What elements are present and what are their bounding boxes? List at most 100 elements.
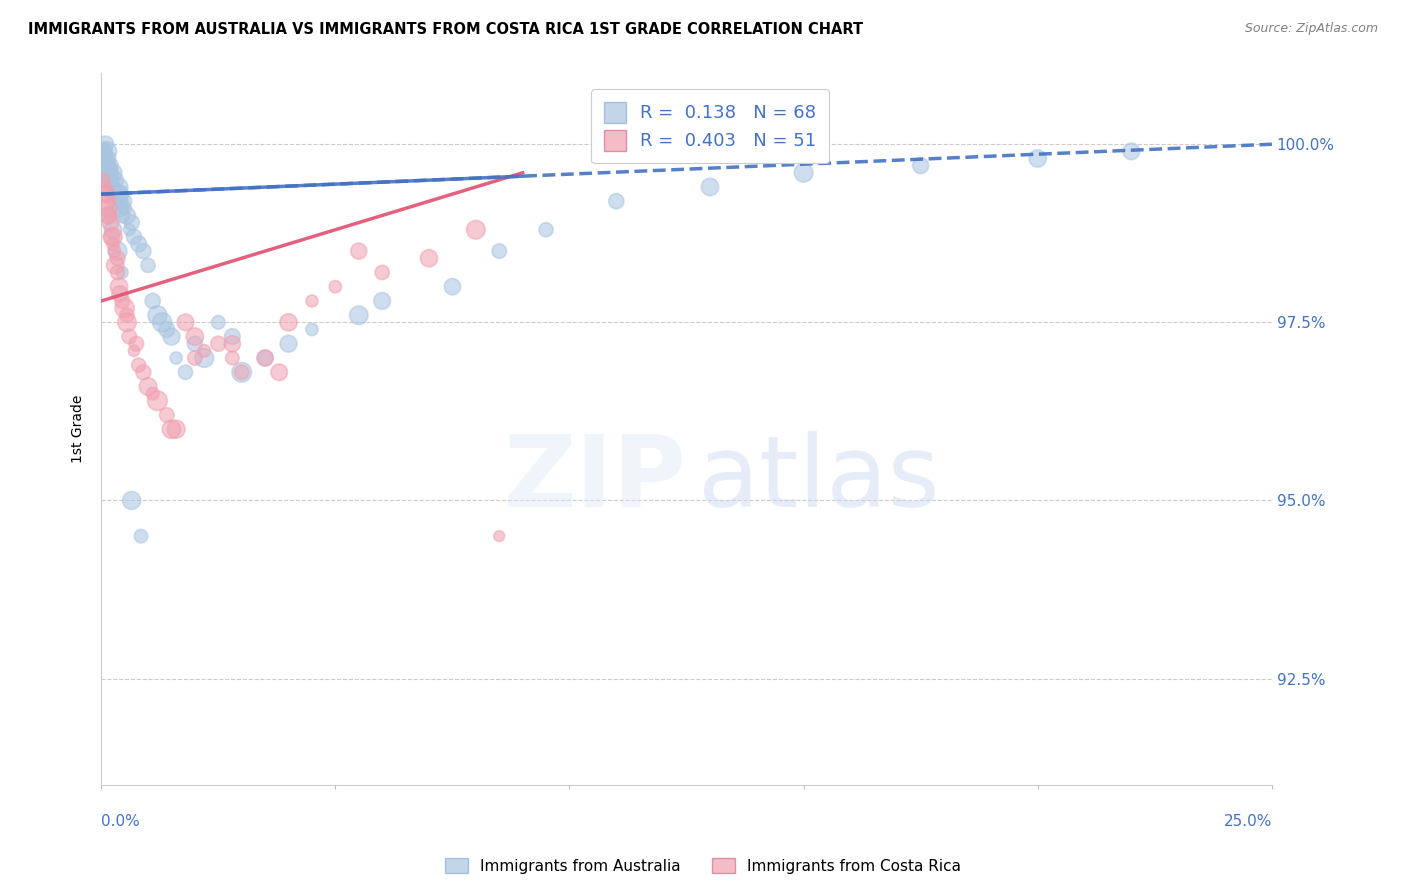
Point	[93, 145, 115, 159]
Point	[793, 166, 815, 180]
Point	[488, 529, 510, 543]
Text: IMMIGRANTS FROM AUSTRALIA VS IMMIGRANTS FROM COSTA RICA 1ST GRADE CORRELATION CH: IMMIGRANTS FROM AUSTRALIA VS IMMIGRANTS …	[28, 22, 863, 37]
Point	[441, 279, 464, 293]
Point	[98, 209, 121, 223]
Point	[132, 365, 155, 379]
Point	[160, 329, 183, 343]
Point	[231, 365, 253, 379]
Point	[94, 194, 117, 209]
Point	[100, 159, 122, 173]
Point	[108, 286, 131, 301]
Point	[101, 230, 124, 244]
Text: 25.0%: 25.0%	[1223, 814, 1272, 829]
Point	[534, 223, 557, 237]
Point	[97, 159, 120, 173]
Point	[150, 315, 173, 329]
Point	[93, 173, 115, 187]
Point	[128, 237, 150, 252]
Point	[107, 265, 129, 279]
Point	[193, 343, 215, 358]
Point	[97, 209, 120, 223]
Point	[118, 223, 141, 237]
Point	[122, 343, 145, 358]
Point	[325, 279, 347, 293]
Point	[347, 244, 370, 259]
Text: 0.0%: 0.0%	[101, 814, 141, 829]
Point	[94, 137, 117, 152]
Point	[136, 379, 159, 393]
Point	[101, 237, 124, 252]
Point	[114, 194, 136, 209]
Point	[111, 265, 134, 279]
Point	[699, 180, 721, 194]
Point	[103, 244, 125, 259]
Point	[104, 173, 127, 187]
Point	[94, 152, 117, 166]
Point	[107, 251, 129, 265]
Point	[104, 187, 127, 202]
Text: atlas: atlas	[699, 431, 939, 527]
Y-axis label: 1st Grade: 1st Grade	[72, 395, 86, 464]
Point	[101, 187, 124, 202]
Point	[231, 365, 253, 379]
Point	[174, 315, 197, 329]
Point	[132, 244, 155, 259]
Point	[301, 293, 323, 308]
Point	[98, 166, 121, 180]
Point	[97, 152, 120, 166]
Point	[94, 159, 117, 173]
Point	[105, 194, 128, 209]
Point	[184, 329, 207, 343]
Point	[97, 202, 120, 216]
Point	[277, 336, 299, 351]
Point	[111, 209, 134, 223]
Point	[184, 336, 207, 351]
Point	[96, 187, 118, 202]
Point	[156, 322, 179, 336]
Point	[174, 365, 197, 379]
Point	[96, 145, 118, 159]
Point	[207, 315, 229, 329]
Point	[301, 322, 323, 336]
Point	[418, 251, 440, 265]
Point	[277, 315, 299, 329]
Point	[103, 180, 125, 194]
Point	[93, 187, 115, 202]
Point	[100, 173, 122, 187]
Point	[125, 336, 148, 351]
Point	[108, 279, 131, 293]
Point	[114, 301, 136, 315]
Point	[207, 336, 229, 351]
Point	[160, 422, 183, 436]
Point	[97, 173, 120, 187]
Text: ZIP: ZIP	[503, 431, 686, 527]
Point	[100, 180, 122, 194]
Point	[254, 351, 277, 365]
Point	[269, 365, 291, 379]
Point	[94, 180, 117, 194]
Point	[146, 308, 169, 322]
Point	[371, 293, 394, 308]
Point	[115, 315, 138, 329]
Point	[1026, 152, 1049, 166]
Point	[165, 422, 187, 436]
Point	[142, 386, 165, 401]
Point	[114, 202, 136, 216]
Point	[94, 145, 117, 159]
Point	[97, 209, 120, 223]
Point	[156, 408, 179, 422]
Point	[108, 202, 131, 216]
Point	[136, 258, 159, 272]
Point	[93, 152, 115, 166]
Point	[347, 308, 370, 322]
Point	[100, 216, 122, 230]
Point	[184, 351, 207, 365]
Point	[128, 358, 150, 372]
Point	[118, 329, 141, 343]
Point	[488, 244, 510, 259]
Point	[107, 187, 129, 202]
Point	[115, 308, 138, 322]
Point	[221, 336, 243, 351]
Point	[371, 265, 394, 279]
Point	[108, 180, 131, 194]
